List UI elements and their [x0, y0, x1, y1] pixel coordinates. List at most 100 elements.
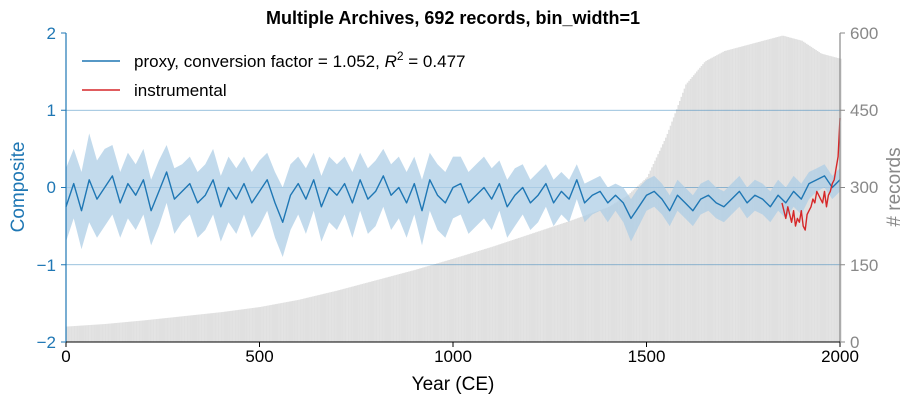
- record-count-bar: [422, 267, 424, 342]
- record-count-bar: [222, 311, 224, 342]
- record-count-bar: [502, 243, 505, 342]
- record-count-bar: [403, 272, 406, 342]
- record-count-bar: [552, 226, 554, 342]
- record-count-bar: [143, 320, 145, 342]
- record-count-bar: [680, 96, 683, 342]
- record-count-bar: [573, 219, 576, 342]
- record-count-bar: [545, 228, 548, 342]
- record-count-bar: [288, 301, 291, 342]
- record-count-bar: [663, 140, 666, 342]
- record-count-bar: [239, 309, 241, 342]
- record-count-bar: [423, 267, 426, 342]
- record-count-bar: [538, 231, 540, 342]
- record-count-bar: [101, 324, 104, 342]
- record-count-bar: [107, 323, 110, 342]
- record-count-bar: [347, 287, 350, 342]
- record-count-bar: [117, 322, 119, 342]
- record-count-bar: [617, 201, 619, 342]
- record-count-bar: [202, 314, 204, 342]
- record-count-bar: [415, 269, 418, 342]
- record-count-bar: [400, 273, 402, 342]
- record-count-bar: [418, 268, 421, 342]
- record-count-bar: [660, 147, 663, 342]
- record-count-bar: [179, 316, 181, 342]
- record-count-bar: [310, 296, 313, 342]
- record-count-bar: [322, 293, 325, 342]
- record-count-bar: [259, 306, 262, 342]
- record-count-bar: [589, 213, 591, 342]
- record-count-bar: [316, 295, 319, 342]
- record-count-bar: [338, 290, 341, 342]
- y2-tick-label: 300: [850, 178, 878, 197]
- record-count-bar: [191, 315, 193, 342]
- record-count-bar: [768, 39, 771, 343]
- record-count-bar: [437, 263, 440, 342]
- record-count-bar: [192, 315, 195, 342]
- record-count-bar: [278, 303, 280, 342]
- record-count-bar: [429, 265, 432, 342]
- record-count-bar: [428, 265, 430, 342]
- record-count-bar: [211, 313, 214, 342]
- record-count-bar: [579, 217, 582, 342]
- record-count-bar: [374, 280, 376, 342]
- record-count-bar: [387, 276, 390, 342]
- record-count-bar: [309, 297, 311, 342]
- record-count-bar: [367, 282, 370, 342]
- record-count-bar: [378, 279, 381, 342]
- record-count-bar: [161, 318, 164, 342]
- record-count-bar: [216, 312, 218, 342]
- record-count-bar: [86, 325, 88, 342]
- record-count-bar: [332, 291, 334, 342]
- record-count-bar: [833, 57, 836, 343]
- record-count-bar: [106, 323, 108, 342]
- record-count-bar: [79, 325, 82, 342]
- record-count-bar: [146, 320, 149, 342]
- record-count-bar: [66, 326, 68, 342]
- record-count-bar: [643, 180, 646, 342]
- record-count-bar: [454, 258, 457, 342]
- record-count-bar: [295, 300, 297, 342]
- record-count-bar: [138, 320, 141, 342]
- record-count-bar: [516, 238, 519, 342]
- record-count-bar: [89, 325, 91, 342]
- record-count-bar: [536, 231, 539, 342]
- record-count-bar: [352, 286, 354, 342]
- record-count-bar: [200, 314, 203, 342]
- record-count-bar: [487, 248, 489, 342]
- record-count-bar: [377, 279, 379, 342]
- record-count-bar: [137, 320, 139, 342]
- record-count-bar: [483, 249, 486, 342]
- record-count-bar: [473, 252, 475, 342]
- record-count-bar: [672, 117, 675, 343]
- record-count-bar: [154, 319, 156, 342]
- record-count-bar: [194, 314, 197, 342]
- record-count-bar: [411, 270, 413, 342]
- record-count-bar: [408, 271, 410, 342]
- record-count-bar: [448, 259, 450, 342]
- record-count-bar: [360, 284, 362, 342]
- record-count-bar: [646, 177, 649, 342]
- record-count-bar: [682, 92, 684, 343]
- record-count-bar: [180, 316, 183, 342]
- record-count-bar: [466, 254, 469, 342]
- record-count-bar: [251, 308, 254, 342]
- record-count-bar: [73, 326, 76, 342]
- record-count-bar: [336, 290, 339, 342]
- record-count-bar: [569, 220, 571, 342]
- record-count-bar: [189, 315, 192, 342]
- record-count-bar: [84, 325, 87, 342]
- record-count-bar: [456, 257, 458, 342]
- legend-label-proxy: proxy, conversion factor = 1.052, R2 = 0…: [134, 49, 465, 71]
- record-count-bar: [72, 326, 74, 342]
- record-count-bar: [353, 285, 356, 342]
- record-count-bar: [165, 318, 167, 342]
- record-count-bar: [668, 129, 670, 342]
- record-count-bar: [648, 173, 650, 342]
- record-count-bar: [620, 199, 622, 342]
- record-count-bar: [292, 300, 294, 342]
- record-count-bar: [126, 321, 128, 342]
- record-count-bar: [816, 51, 819, 343]
- record-count-bar: [144, 320, 147, 342]
- record-count-bar: [507, 241, 509, 342]
- record-count-bar: [110, 323, 113, 342]
